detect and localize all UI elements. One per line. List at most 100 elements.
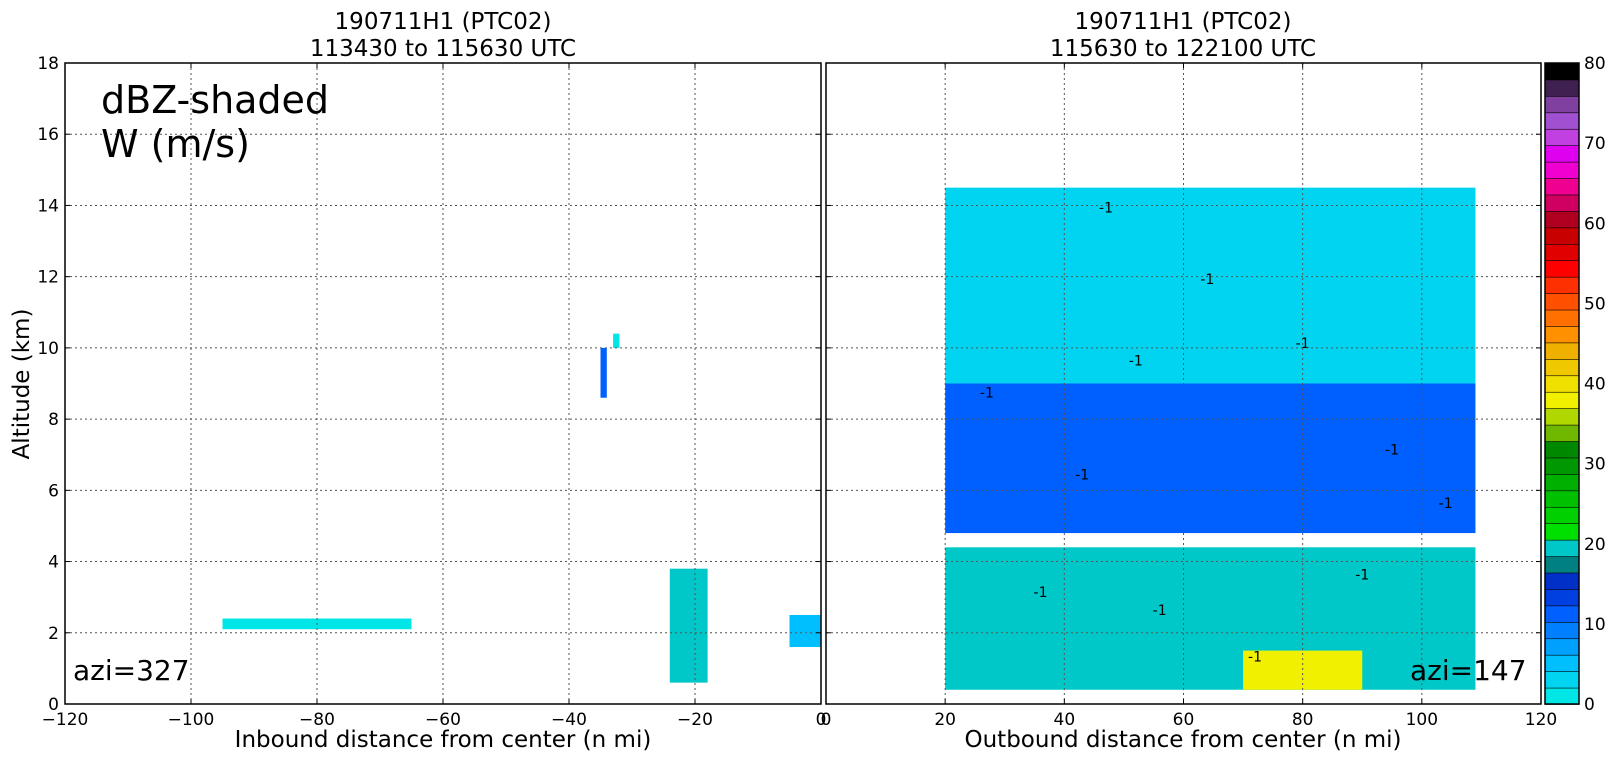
echo-region-0-1	[600, 347, 607, 398]
colorbar-segment	[1544, 62, 1580, 81]
echo-region-0-0	[669, 568, 708, 683]
colorbar-segment	[1544, 161, 1580, 179]
annotation-w-ms: W (m/s)	[101, 122, 250, 166]
left-axis-ticks: −120 −100 −80 −60 −40 −20 0 0 2 4 6 8 10 12 14 16 18	[37, 54, 826, 730]
colorbar-segment	[1544, 128, 1580, 146]
contour-label: -1	[1439, 496, 1453, 512]
y-tick-label: 0	[48, 695, 59, 715]
colorbar-segment	[1544, 670, 1580, 689]
colorbar-segment	[1544, 637, 1580, 656]
y-axis-label: Altitude (km)	[9, 309, 35, 460]
colorbar-segment	[1544, 210, 1580, 229]
contour-label: -1	[1034, 585, 1048, 601]
x-tick-label: 0	[821, 710, 832, 730]
y-tick-label: 12	[37, 268, 59, 288]
colorbar-segment	[1544, 687, 1580, 705]
colorbar-segment	[1544, 374, 1580, 393]
contour-label: -1	[1355, 567, 1369, 583]
contour-label: -1	[1385, 443, 1399, 459]
contour-label: -1	[1248, 649, 1262, 665]
left-panel: −120 −100 −80 −60 −40 −20 0 0 2 4 6 8 10 12 14 16 18 190…	[9, 9, 826, 753]
contour-label: -1	[1200, 272, 1214, 288]
x-tick-label: −60	[425, 710, 461, 730]
echo-region-0-2	[613, 333, 620, 348]
x-tick-label: 20	[934, 710, 956, 730]
colorbar-tick-label: 50	[1584, 294, 1606, 314]
left-gridlines	[65, 63, 821, 704]
colorbar-segment	[1544, 522, 1580, 541]
right-gridlines	[826, 63, 1541, 704]
colorbar-segment	[1544, 490, 1580, 508]
colorbar-tick-label: 10	[1584, 615, 1606, 635]
colorbar-segment	[1544, 79, 1580, 97]
colorbar-segment	[1544, 555, 1580, 574]
colorbar-segment	[1544, 473, 1580, 492]
echo-region-1-0	[945, 547, 1476, 690]
right-axis-ticks: 0 20 40 60 80 100 120	[821, 62, 1557, 730]
y-tick-label: 18	[37, 54, 59, 74]
colorbar-segment	[1544, 325, 1580, 344]
y-tick-label: 16	[37, 125, 59, 145]
x-tick-label: −80	[299, 710, 335, 730]
y-tick-label: 6	[48, 481, 59, 501]
contour-label: -1	[1099, 201, 1113, 217]
colorbar-segment	[1544, 276, 1580, 294]
colorbar-frame	[1544, 62, 1580, 705]
x-tick-label: 120	[1525, 710, 1557, 730]
colorbar-segment	[1544, 144, 1580, 163]
colorbar-segment	[1544, 95, 1580, 114]
colorbar-segment	[1544, 259, 1580, 278]
y-tick-label: 2	[48, 624, 59, 644]
echo-region-1-2	[945, 187, 1476, 384]
x-tick-label: 0	[816, 710, 827, 730]
colorbar: 0 10 20 30 40 50 60 70 80	[1544, 54, 1606, 715]
x-tick-label: −120	[42, 710, 89, 730]
colorbar-segment	[1544, 572, 1580, 590]
x-tick-label: −40	[551, 710, 587, 730]
left-x-axis-label: Inbound distance from center (n mi)	[235, 727, 652, 753]
right-panel: -1-1-1-1-1-1-1-1-1-1-1-1 0 20 40 60 80 100 120…	[821, 9, 1558, 753]
left-title: 190711H1 (PTC02)	[335, 9, 552, 35]
annotation-dbz-shaded: dBZ-shaded	[101, 78, 329, 122]
right-subtitle: 115630 to 122100 UTC	[1050, 36, 1316, 62]
contour-label: -1	[1075, 468, 1089, 484]
colorbar-tick-label: 40	[1584, 375, 1606, 395]
contour-label: -1	[980, 386, 994, 402]
y-tick-label: 8	[48, 410, 59, 430]
echo-region-1-1	[945, 383, 1476, 534]
colorbar-segment	[1544, 358, 1580, 377]
x-tick-label: −100	[168, 710, 215, 730]
colorbar-tick-label: 20	[1584, 535, 1606, 555]
colorbar-segment	[1544, 194, 1580, 212]
x-tick-label: −20	[677, 710, 713, 730]
contour-label: -1	[1153, 603, 1167, 619]
colorbar-segment	[1544, 539, 1580, 557]
contour-label: -1	[1129, 354, 1143, 370]
colorbar-tick-label: 60	[1584, 214, 1606, 234]
colorbar-segment	[1544, 424, 1580, 442]
colorbar-segment	[1544, 342, 1580, 360]
colorbar-segment	[1544, 506, 1580, 525]
colorbar-segment	[1544, 177, 1580, 196]
colorbar-segment	[1544, 605, 1580, 623]
right-x-axis-label: Outbound distance from center (n mi)	[965, 727, 1402, 753]
y-tick-label: 10	[37, 339, 59, 359]
colorbar-segment	[1544, 621, 1580, 640]
colorbar-tick-label: 80	[1584, 54, 1606, 74]
right-azimuth-label: azi=147	[1410, 654, 1527, 687]
x-tick-label: 60	[1173, 710, 1195, 730]
right-title: 190711H1 (PTC02)	[1075, 9, 1292, 35]
colorbar-segment	[1544, 391, 1580, 409]
left-azimuth-label: azi=327	[73, 654, 190, 687]
right-plot-data: -1-1-1-1-1-1-1-1-1-1-1-1	[945, 187, 1476, 690]
x-tick-label: 40	[1054, 710, 1076, 730]
left-plot-data	[222, 333, 821, 683]
colorbar-segment	[1544, 588, 1580, 607]
colorbar-segment	[1544, 440, 1580, 459]
echo-region-0-4	[789, 614, 821, 648]
colorbar-segment	[1544, 227, 1580, 245]
colorbar-segment	[1544, 407, 1580, 426]
colorbar-segment	[1544, 243, 1580, 262]
x-tick-label: 80	[1292, 710, 1314, 730]
